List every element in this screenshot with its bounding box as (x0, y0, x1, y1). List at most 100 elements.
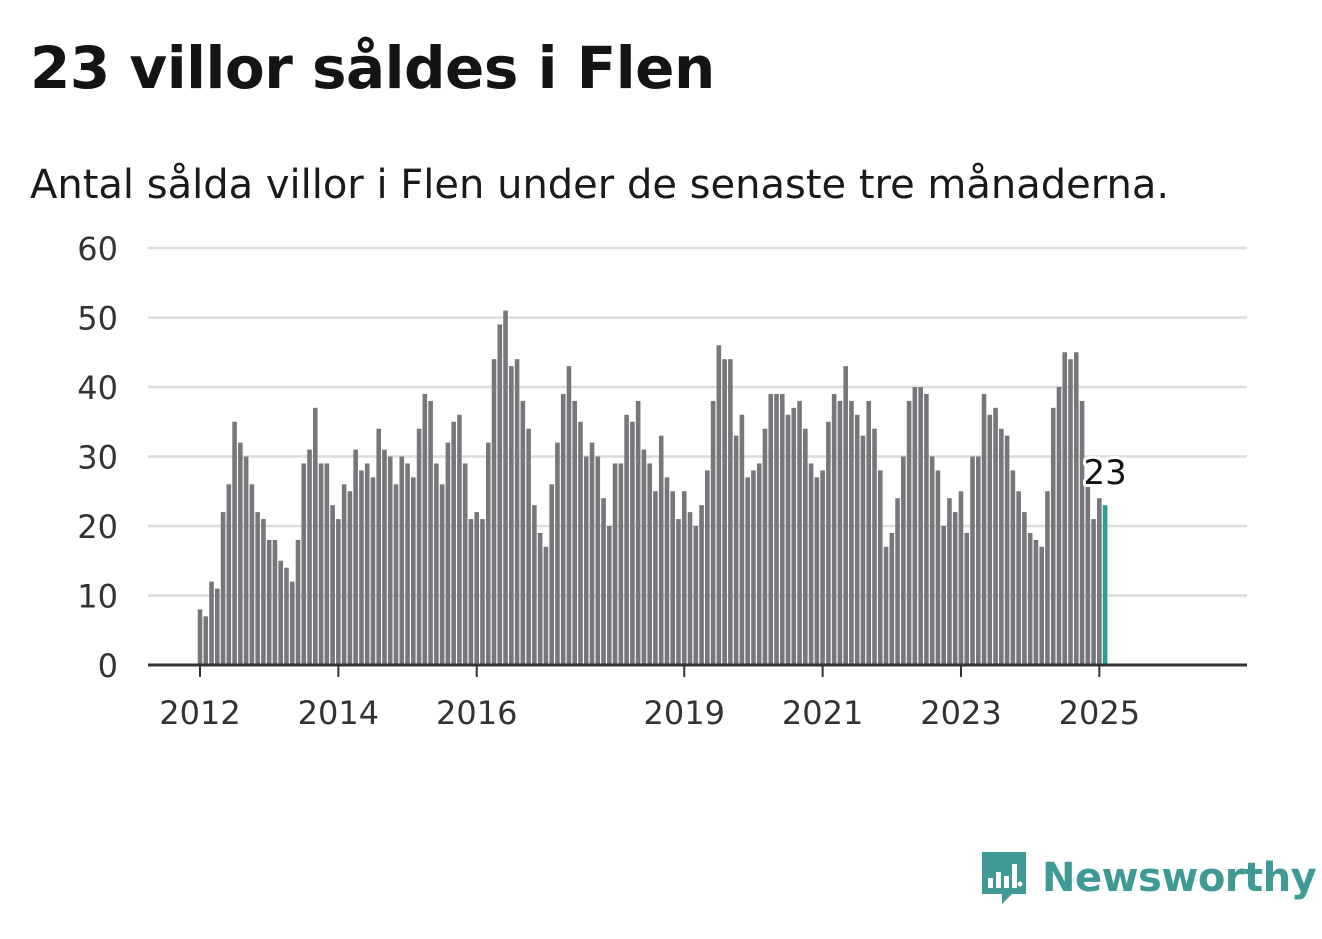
bar (238, 442, 243, 665)
bar (1097, 498, 1102, 665)
bar (1039, 546, 1044, 665)
bar (641, 449, 647, 665)
bar (1091, 519, 1096, 665)
bar (526, 428, 531, 665)
bar (480, 519, 485, 665)
bar (901, 456, 906, 665)
y-tick-label: 20 (77, 508, 118, 546)
bar (503, 310, 508, 665)
bar (572, 400, 578, 665)
bar (733, 435, 739, 665)
bar (970, 456, 975, 665)
bar (393, 484, 399, 665)
bar (289, 581, 295, 665)
bar (1085, 477, 1091, 665)
bar (353, 449, 358, 665)
bar (445, 442, 451, 665)
bar (1073, 352, 1079, 665)
bar (947, 498, 952, 665)
bar (768, 393, 774, 665)
bar (1079, 400, 1085, 665)
bar (272, 539, 278, 665)
bar (1045, 491, 1050, 665)
bar (826, 421, 831, 665)
bar (428, 400, 433, 665)
bar (474, 512, 480, 665)
bar (457, 414, 462, 665)
bar (220, 512, 226, 665)
bar (866, 400, 872, 665)
y-tick-label: 0 (98, 647, 118, 685)
bar (537, 532, 543, 665)
bar (468, 519, 474, 665)
bar (820, 470, 825, 665)
bar (232, 421, 237, 665)
bar (716, 345, 722, 665)
bar (313, 407, 318, 665)
newsworthy-logo-icon (982, 852, 1026, 904)
bar (278, 560, 284, 665)
bar (491, 359, 497, 665)
bar (295, 539, 301, 665)
newsworthy-logo: Newsworthy (980, 848, 1317, 908)
bar (618, 463, 624, 665)
bar (924, 393, 929, 665)
bar (929, 456, 935, 665)
bar (341, 484, 347, 665)
bar (941, 526, 946, 665)
bars (197, 310, 1108, 665)
bar (566, 366, 572, 665)
bar (318, 463, 324, 665)
bar (532, 505, 537, 665)
y-axis-ticks: 0 10 20 30 40 50 60 (77, 230, 118, 685)
bar (1056, 387, 1062, 665)
bar (364, 463, 370, 665)
bar (687, 512, 693, 665)
bar (837, 400, 843, 665)
bar (797, 400, 802, 665)
bar (324, 463, 330, 665)
y-tick-label: 40 (77, 369, 118, 407)
bar (676, 519, 681, 665)
bar (284, 567, 289, 665)
bar (964, 532, 970, 665)
bar (514, 359, 520, 665)
bar (589, 442, 595, 665)
bar (630, 421, 635, 665)
bar (1050, 407, 1056, 665)
bar (336, 519, 341, 665)
bar (266, 539, 272, 665)
bar (745, 477, 750, 665)
x-tick-label: 2012 (159, 694, 240, 732)
bar (1016, 491, 1021, 665)
bar (739, 414, 745, 665)
bar (831, 393, 837, 665)
bar (854, 414, 860, 665)
bar (301, 463, 307, 665)
bar (197, 609, 203, 665)
highlight-value-label: 23 (1083, 453, 1126, 493)
y-tick-label: 10 (77, 578, 118, 616)
bar (387, 456, 393, 665)
bar (243, 456, 249, 665)
bar (434, 463, 439, 665)
bar (699, 505, 704, 665)
bar (975, 456, 981, 665)
brand-name: Newsworthy (1042, 855, 1317, 901)
bar (411, 477, 416, 665)
chart-title: 23 villor såldes i Flen (30, 34, 715, 102)
bar (762, 428, 768, 665)
bar (347, 491, 353, 665)
bar (952, 512, 958, 665)
bar (330, 505, 335, 665)
x-tick-label: 2023 (920, 694, 1001, 732)
bar (543, 546, 549, 665)
bar (895, 498, 900, 665)
bar (624, 414, 629, 665)
bar (422, 393, 428, 665)
bar (803, 428, 808, 665)
bar (261, 519, 266, 665)
bar (376, 428, 382, 665)
bar (791, 407, 797, 665)
chart-subtitle: Antal sålda villor i Flen under de senas… (30, 162, 1170, 208)
